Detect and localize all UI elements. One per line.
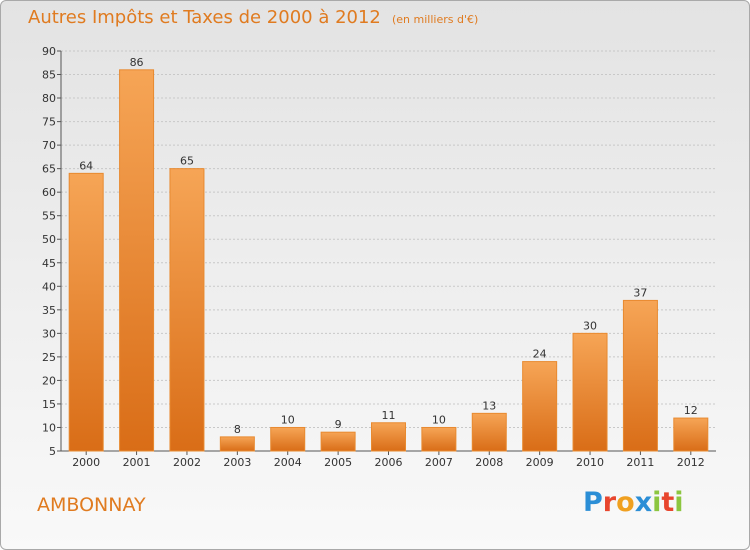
bar <box>119 69 155 452</box>
y-tick-label: 10 <box>42 421 56 434</box>
y-tick-label: 50 <box>42 233 56 246</box>
x-tick-label: 2011 <box>626 456 654 469</box>
bar <box>622 299 658 452</box>
x-tick-label: 2004 <box>274 456 302 469</box>
y-tick-label: 70 <box>42 139 56 152</box>
logo-letter: i <box>652 487 662 518</box>
chart-title-text: Autres Impôts et Taxes de 2000 à 2012 <box>28 7 381 28</box>
bar <box>371 422 406 452</box>
bar-value-label: 9 <box>335 418 342 431</box>
bar-value-label: 10 <box>281 413 295 426</box>
bar-value-label: 30 <box>583 319 597 332</box>
logo-letter: t <box>661 487 675 518</box>
chart-unit-note: (en milliers d'€) <box>391 13 479 26</box>
y-tick-label: 60 <box>42 186 56 199</box>
y-tick-label: 90 <box>42 45 56 58</box>
x-tick-label: 2009 <box>526 456 554 469</box>
bar-value-label: 12 <box>684 404 698 417</box>
bar <box>68 172 104 452</box>
y-tick-label: 15 <box>42 398 56 411</box>
bar-value-label: 37 <box>633 286 647 299</box>
x-tick-label: 2000 <box>72 456 100 469</box>
y-tick-label: 45 <box>42 257 56 270</box>
y-tick-label: 65 <box>42 163 56 176</box>
bar-value-label: 8 <box>234 423 241 436</box>
y-tick-label: 5 <box>49 445 56 458</box>
x-tick-label: 2010 <box>576 456 604 469</box>
bar-value-label: 64 <box>79 159 93 172</box>
logo-letter: r <box>602 487 617 518</box>
bars <box>68 69 709 452</box>
bar <box>471 412 507 452</box>
logo-letter: o <box>616 487 635 518</box>
x-tick-label: 2008 <box>475 456 503 469</box>
x-tick-label: 2003 <box>223 456 251 469</box>
y-tick-label: 40 <box>42 280 56 293</box>
y-tick-label: 30 <box>42 327 56 340</box>
labels: 5 10 15 20 25 30 35 40 45 50 55 60 65 70 75 80 85 90 64 200… <box>42 45 705 469</box>
bar <box>572 332 608 452</box>
x-tick-label: 2012 <box>677 456 705 469</box>
bar-value-label: 24 <box>533 348 547 361</box>
y-tick-label: 80 <box>42 92 56 105</box>
logo-letter: i <box>674 487 684 518</box>
logo-letter: x <box>634 487 653 518</box>
y-tick-label: 55 <box>42 210 56 223</box>
logo-letter: P <box>583 487 603 518</box>
y-tick-label: 85 <box>42 69 56 82</box>
bar <box>169 168 205 452</box>
bar-value-label: 65 <box>180 155 194 168</box>
axes <box>57 50 716 455</box>
bar <box>421 426 457 452</box>
bar-value-label: 13 <box>482 399 496 412</box>
bar <box>219 436 255 452</box>
x-tick-label: 2001 <box>123 456 151 469</box>
chart-title: Autres Impôts et Taxes de 2000 à 2012 (e… <box>28 7 478 28</box>
y-tick-label: 75 <box>42 116 56 129</box>
bar <box>673 417 709 452</box>
proxiti-logo: Proxiti <box>583 487 684 518</box>
y-tick-label: 25 <box>42 351 56 364</box>
x-tick-label: 2006 <box>375 456 403 469</box>
city-name: AMBONNAY <box>37 494 146 516</box>
x-tick-label: 2005 <box>324 456 352 469</box>
x-tick-label: 2002 <box>173 456 201 469</box>
x-tick-label: 2007 <box>425 456 453 469</box>
bar <box>522 361 558 452</box>
bar-value-label: 10 <box>432 413 446 426</box>
grid-lines <box>61 50 716 452</box>
bar-value-label: 86 <box>130 56 144 69</box>
y-tick-label: 20 <box>42 374 56 387</box>
y-tick-label: 35 <box>42 304 56 317</box>
bar-value-label: 11 <box>382 409 396 422</box>
bar <box>320 431 356 452</box>
bar <box>270 426 306 452</box>
